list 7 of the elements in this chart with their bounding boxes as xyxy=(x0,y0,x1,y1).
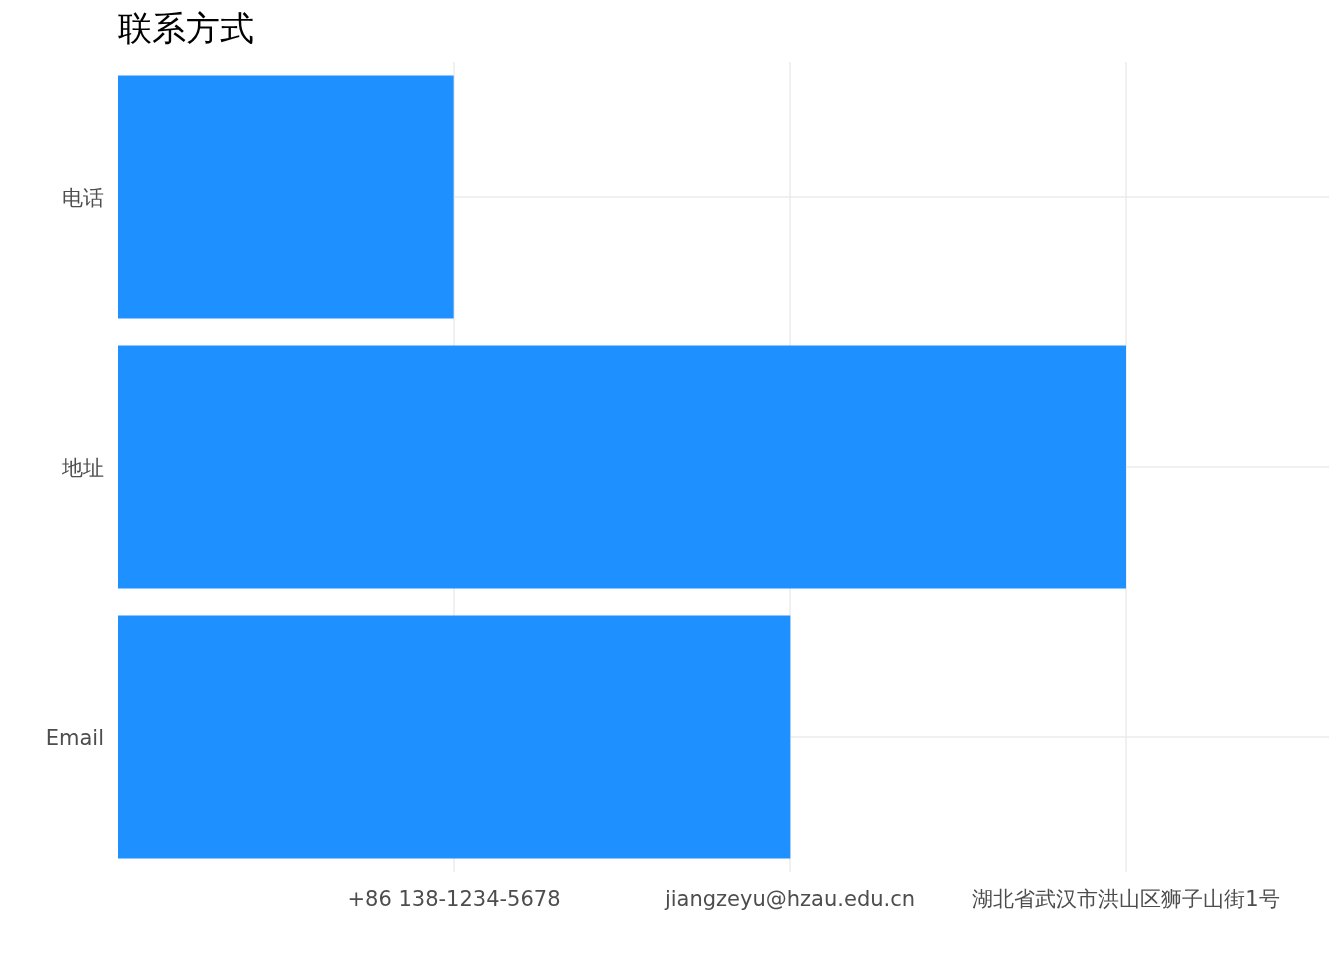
text: 湖北省武汉市洪山区狮子山街1号 xyxy=(972,887,1280,911)
y-tick-label: 电话 xyxy=(62,186,104,210)
chart-title: 联系方式 xyxy=(118,8,254,48)
text: jiangzeyu@hzau.edu.cn xyxy=(663,887,916,911)
y-tick-label: Email xyxy=(45,726,104,750)
y-tick-label: 地址 xyxy=(61,456,104,480)
text: +86 138-1234-5678 xyxy=(347,887,561,911)
